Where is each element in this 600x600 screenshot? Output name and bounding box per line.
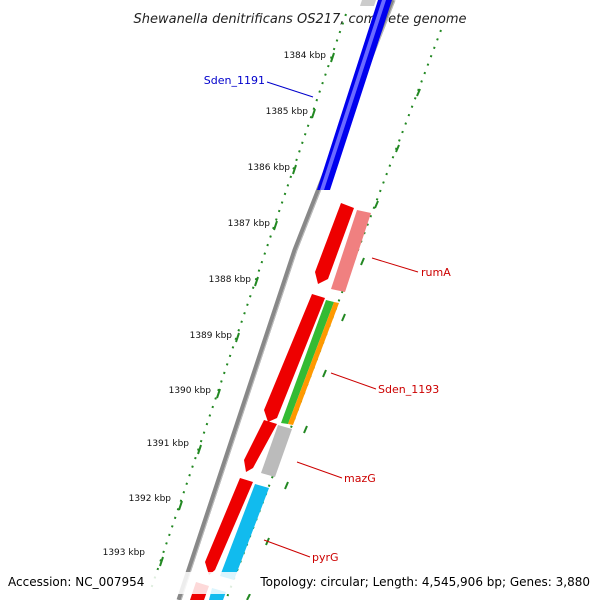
gene-label-rumA[interactable]: rumA	[421, 266, 451, 279]
tick-mark	[303, 425, 308, 434]
leader-sden-1191	[266, 81, 314, 98]
tick-mark	[395, 144, 400, 153]
gene-partial-top	[360, 0, 376, 6]
tick-mark	[273, 220, 278, 231]
tick-mark	[216, 388, 221, 399]
gene-red-2[interactable]	[264, 294, 325, 422]
tick-mark	[330, 52, 335, 63]
tick-mark	[235, 332, 240, 343]
tick-label: 1391 kbp	[147, 439, 190, 449]
tick-label: 1393 kbp	[103, 548, 146, 558]
tick-mark	[374, 200, 379, 209]
leader-sden-1193	[330, 372, 377, 390]
gene-label-sden-1191[interactable]: Sden_1191	[204, 74, 265, 87]
label-leaders	[263, 81, 419, 558]
accession-text: Accession: NC_007954	[8, 575, 144, 589]
topology-text: Topology: circular; Length: 4,545,906 bp…	[259, 575, 590, 589]
gene-pyrG[interactable]	[220, 484, 269, 580]
tick-mark	[341, 313, 346, 322]
tick-label: 1392 kbp	[129, 494, 172, 504]
leader-mazG	[296, 461, 343, 479]
tick-mark	[178, 500, 183, 511]
tick-marks	[159, 52, 335, 567]
genome-backbone-shadow	[180, 0, 396, 600]
inner-tick-marks	[246, 88, 421, 600]
tick-label: 1387 kbp	[228, 219, 271, 229]
leader-pyrG	[263, 539, 311, 558]
gene-features	[190, 0, 392, 600]
gene-sden-1191-highlight	[320, 0, 386, 190]
tick-label: 1388 kbp	[209, 275, 252, 285]
leader-rumA	[371, 257, 419, 273]
tick-mark	[311, 108, 316, 119]
tick-label: 1385 kbp	[266, 107, 309, 117]
tick-labels: 1384 kbp 1385 kbp 1386 kbp 1387 kbp 1388…	[103, 51, 327, 558]
tick-mark	[322, 369, 327, 378]
tick-mark	[292, 164, 297, 175]
gene-label-pyrG[interactable]: pyrG	[312, 551, 339, 564]
genome-title: Shewanella denitrificans OS217, complete…	[134, 12, 467, 27]
gene-mazG[interactable]	[261, 425, 292, 477]
gene-red-3[interactable]	[244, 420, 277, 472]
tick-label: 1390 kbp	[169, 386, 212, 396]
tick-mark	[197, 444, 202, 455]
tick-label: 1389 kbp	[190, 331, 233, 341]
gene-labels: Sden_1191 rumA Sden_1193 mazG pyrG	[204, 74, 451, 564]
tick-label: 1384 kbp	[284, 51, 327, 61]
tick-mark	[284, 481, 289, 490]
tick-mark	[360, 257, 365, 266]
tick-mark	[246, 593, 251, 600]
gene-label-sden-1193[interactable]: Sden_1193	[378, 383, 439, 396]
gene-rumA[interactable]	[331, 210, 371, 292]
gene-sden-1193[interactable]	[288, 302, 339, 425]
tick-mark	[159, 556, 164, 567]
gene-label-mazG[interactable]: mazG	[344, 472, 376, 485]
tick-mark	[254, 276, 259, 287]
gene-red-1[interactable]	[315, 203, 354, 284]
tick-mark	[416, 88, 421, 97]
footer-background	[0, 572, 600, 594]
tick-label: 1386 kbp	[248, 163, 291, 173]
gene-red-4[interactable]	[205, 478, 253, 575]
gene-green[interactable]	[281, 300, 334, 424]
